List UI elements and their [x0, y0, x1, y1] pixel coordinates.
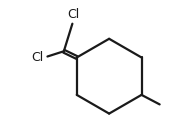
Text: Cl: Cl [68, 8, 80, 21]
Text: Cl: Cl [31, 51, 44, 64]
